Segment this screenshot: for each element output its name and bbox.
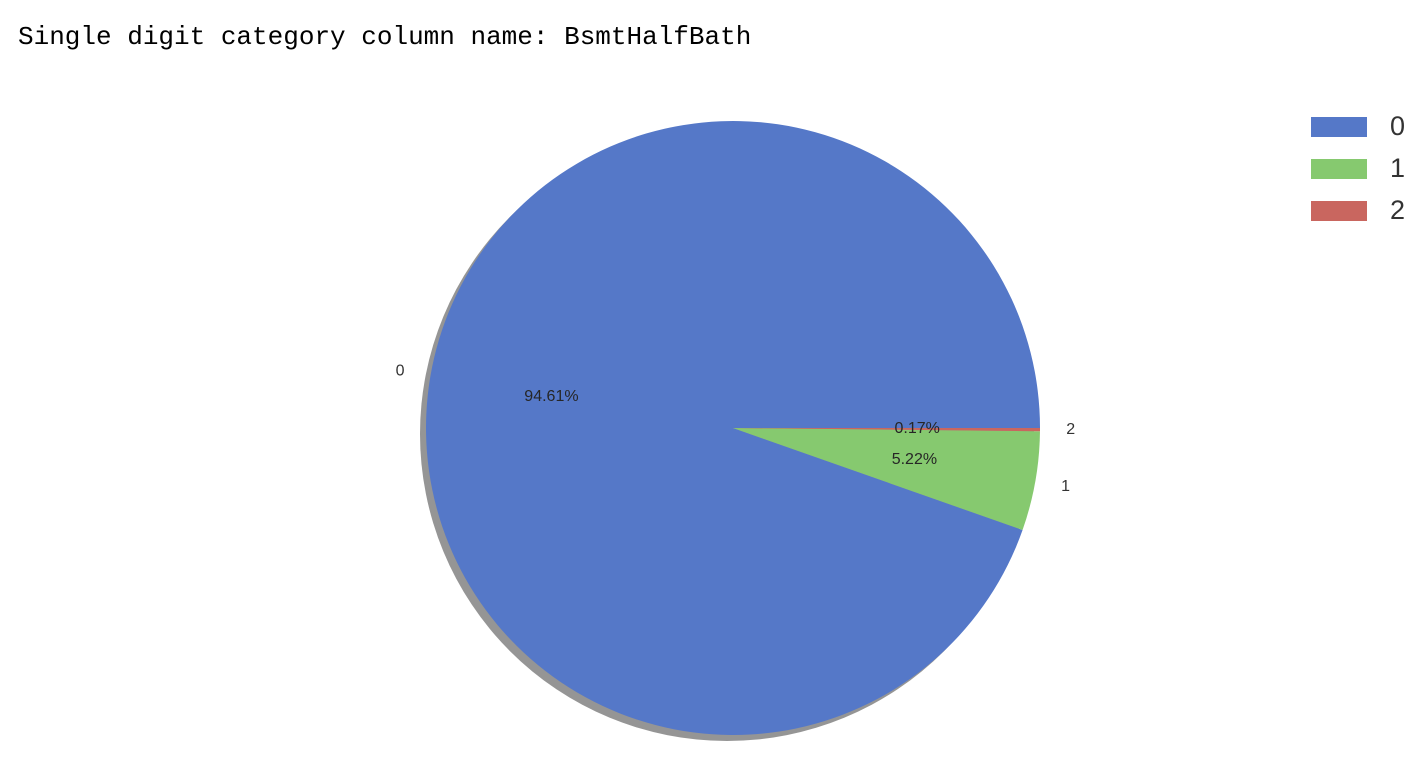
slice-percent-2: 0.17% bbox=[895, 420, 940, 437]
legend-swatch-1 bbox=[1311, 159, 1367, 179]
legend: 0 1 2 bbox=[1311, 111, 1405, 225]
legend-label-1: 1 bbox=[1390, 153, 1405, 183]
slice-label-1: 1 bbox=[1061, 478, 1070, 495]
pie-slices bbox=[426, 120, 1041, 735]
slice-label-2: 2 bbox=[1066, 421, 1075, 438]
pie-labels: 0 94.61% 1 5.22% 2 0.17% bbox=[396, 362, 1076, 495]
legend-label-2: 2 bbox=[1390, 195, 1405, 225]
slice-percent-1: 5.22% bbox=[892, 451, 937, 468]
legend-swatch-0 bbox=[1311, 117, 1367, 137]
slice-percent-0: 94.61% bbox=[524, 388, 578, 405]
output-header-text: Single digit category column name: BsmtH… bbox=[18, 22, 752, 52]
slice-label-0: 0 bbox=[396, 362, 405, 379]
pie-slice-1 bbox=[733, 428, 1040, 530]
pie-slice-0 bbox=[426, 120, 1041, 735]
legend-label-0: 0 bbox=[1390, 111, 1405, 141]
pie-slice-2 bbox=[733, 428, 1040, 432]
legend-swatch-2 bbox=[1311, 201, 1367, 221]
